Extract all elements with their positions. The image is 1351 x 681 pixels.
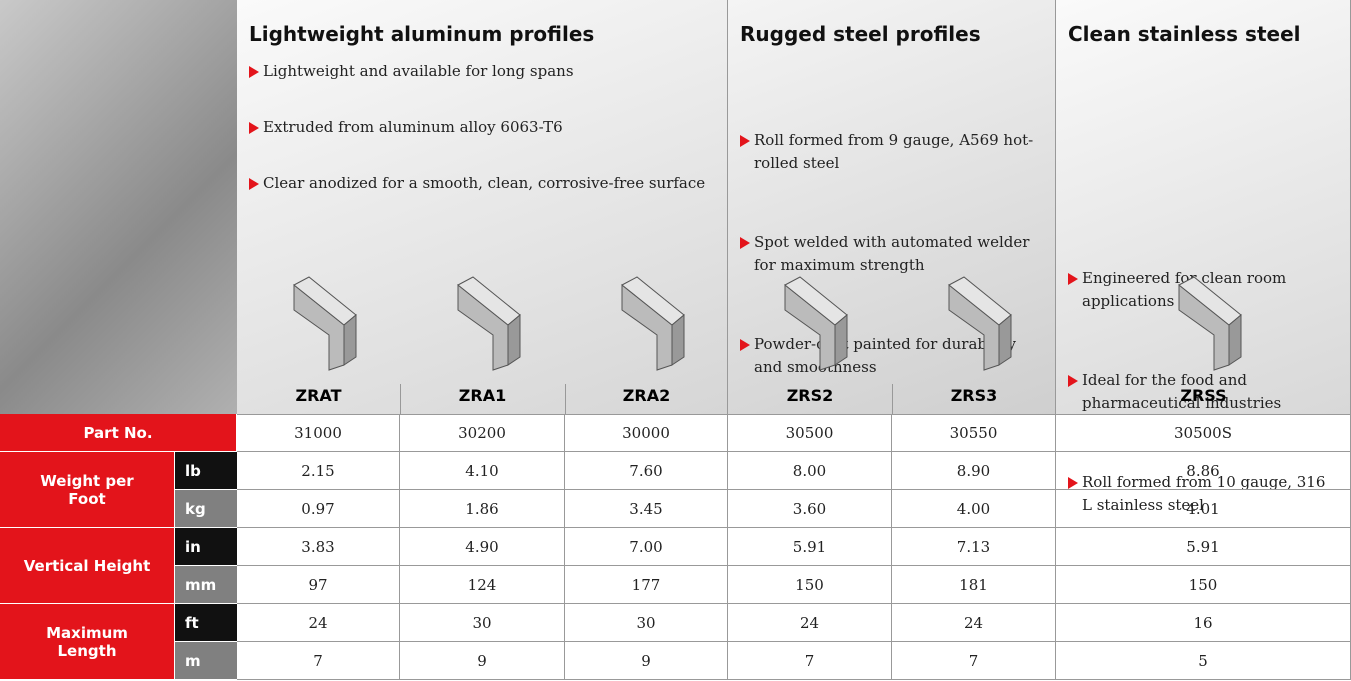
value-cell: 7 [892,642,1056,680]
value-cell: 24 [892,604,1056,642]
value-cell: 4.90 [400,528,565,566]
profile-name: ZRA2 [565,386,728,405]
value-cell: 5.91 [728,528,892,566]
group-title: Lightweight aluminum profiles [249,22,720,46]
value-cell: 150 [728,566,892,604]
part-number: 30000 [565,414,728,452]
group-title: Clean stainless steel [1068,22,1343,46]
part-number: 30500S [1056,414,1351,452]
value-cell: 3.45 [565,490,728,528]
profile-name: ZRS2 [728,386,892,405]
value-cell: 0.97 [237,490,400,528]
profile-image [438,265,528,375]
unit-label: ft [175,604,237,642]
value-cell: 177 [565,566,728,604]
value-cell: 124 [400,566,565,604]
value-cell: 7 [728,642,892,680]
unit-label: kg [175,490,237,528]
profile-name: ZRAT [237,386,400,405]
row-label: Weight per Foot [0,452,175,528]
part-number: 30550 [892,414,1056,452]
value-cell: 7.60 [565,452,728,490]
unit-label: m [175,642,237,680]
value-cell: 7.00 [565,528,728,566]
profile-image [765,265,855,375]
value-cell: 8.00 [728,452,892,490]
profile-image [602,265,692,375]
profile-name: ZRA1 [400,386,565,405]
divider [565,384,566,414]
value-cell: 24 [728,604,892,642]
bullet: Extruded from aluminum alloy 6063-T6 [249,116,716,139]
unit-label: mm [175,566,237,604]
page: Lightweight aluminum profiles Lightweight… [0,0,1351,681]
value-cell: 4.10 [400,452,565,490]
value-cell: 9 [565,642,728,680]
value-cell: 7 [237,642,400,680]
value-cell: 2.15 [237,452,400,490]
value-cell: 4.01 [1056,490,1351,528]
value-cell: 3.83 [237,528,400,566]
value-cell: 97 [237,566,400,604]
value-cell: 5.91 [1056,528,1351,566]
profile-name: ZRSS [1056,386,1351,405]
value-cell: 150 [1056,566,1351,604]
unit-label: lb [175,452,237,490]
value-cell: 8.86 [1056,452,1351,490]
part-number: 30200 [400,414,565,452]
row-label: Maximum Length [0,604,175,680]
profile-image [274,265,364,375]
value-cell: 16 [1056,604,1351,642]
value-cell: 24 [237,604,400,642]
divider [892,384,893,414]
group-title: Rugged steel profiles [740,22,1048,46]
value-cell: 8.90 [892,452,1056,490]
value-cell: 30 [565,604,728,642]
value-cell: 5 [1056,642,1351,680]
value-cell: 30 [400,604,565,642]
value-cell: 1.86 [400,490,565,528]
value-cell: 181 [892,566,1056,604]
value-cell: 4.00 [892,490,1056,528]
unit-label: in [175,528,237,566]
part-number: 30500 [728,414,892,452]
value-cell: 9 [400,642,565,680]
part-no-label: Part No. [0,414,237,452]
profile-image [1159,265,1249,375]
part-number: 31000 [237,414,400,452]
value-cell: 7.13 [892,528,1056,566]
photo [0,0,237,414]
profile-name: ZRS3 [892,386,1056,405]
divider [400,384,401,414]
bullet: Roll formed from 9 gauge, A569 hot-rolle… [740,129,1044,175]
bullet: Lightweight and available for long spans [249,60,716,83]
profile-image [929,265,1019,375]
value-cell: 3.60 [728,490,892,528]
row-label: Vertical Height [0,528,175,604]
bullet: Clear anodized for a smooth, clean, corr… [249,172,716,195]
